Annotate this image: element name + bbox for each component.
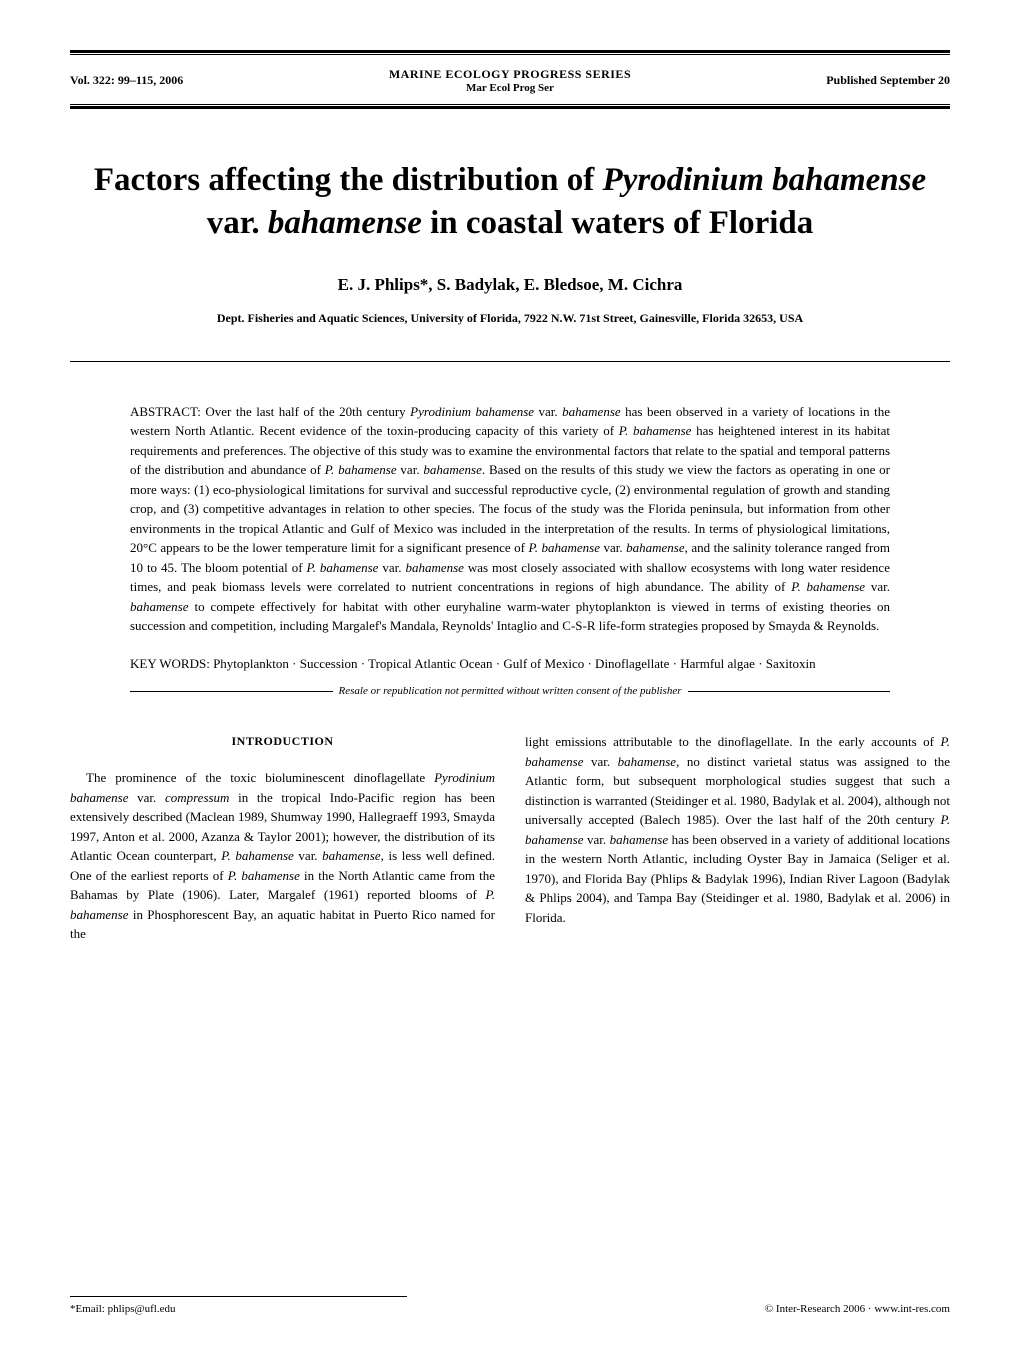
- article-title: Factors affecting the distribution of Py…: [70, 159, 950, 245]
- abs-t2: var.: [534, 404, 562, 419]
- br-t2: var.: [584, 754, 618, 769]
- intro-paragraph-left: The prominence of the toxic bioluminesce…: [70, 768, 495, 944]
- body-columns: INTRODUCTION The prominence of the toxic…: [70, 732, 950, 944]
- abs-e3: P. bahamense: [619, 423, 692, 438]
- br-t1: light emissions attributable to the dino…: [525, 734, 940, 749]
- header-rule-top-thick: [70, 50, 950, 53]
- journal-abbrev: Mar Ecol Prog Ser: [363, 82, 656, 94]
- copyright-notice: © Inter-Research 2006 · www.int-res.com: [765, 1303, 950, 1315]
- header-rule-bottom-thin: [70, 104, 950, 105]
- corresponding-email: *Email: phlips@ufl.edu: [70, 1303, 175, 1315]
- abs-t7: var.: [600, 540, 626, 555]
- journal-name: MARINE ECOLOGY PROGRESS SERIES: [363, 67, 656, 82]
- abs-t1: Over the last half of the 20th century: [205, 404, 410, 419]
- br-e2: bahamense: [618, 754, 677, 769]
- abs-e1: Pyrodinium bahamense: [410, 404, 534, 419]
- keywords-text: Phytoplankton · Succession · Tropical At…: [213, 656, 816, 671]
- bl-e5: P. bahamense: [228, 868, 300, 883]
- journal-title-block: MARINE ECOLOGY PROGRESS SERIES Mar Ecol …: [363, 67, 656, 94]
- abs-e9: bahamense: [405, 560, 464, 575]
- resale-line-right: [688, 691, 891, 692]
- introduction-heading: INTRODUCTION: [70, 732, 495, 750]
- body-left-column: INTRODUCTION The prominence of the toxic…: [70, 732, 495, 944]
- intro-paragraph-right: light emissions attributable to the dino…: [525, 732, 950, 927]
- abstract-block: ABSTRACT: Over the last half of the 20th…: [70, 402, 950, 674]
- body-right-column: light emissions attributable to the dino…: [525, 732, 950, 944]
- published-date: Published September 20: [657, 73, 950, 88]
- bl-t4: var.: [294, 848, 322, 863]
- header-rule-bottom-thick: [70, 106, 950, 109]
- abstract-rule-top: [70, 361, 950, 362]
- header-rule-top-thin: [70, 54, 950, 55]
- volume-info: Vol. 322: 99–115, 2006: [70, 73, 363, 88]
- page-footer: *Email: phlips@ufl.edu © Inter-Research …: [70, 1297, 950, 1315]
- resale-notice-row: Resale or republication not permitted wi…: [70, 685, 950, 697]
- abstract-text: ABSTRACT: Over the last half of the 20th…: [130, 402, 890, 636]
- bl-e3: P. bahamense: [221, 848, 294, 863]
- title-species-2: bahamense: [268, 205, 422, 241]
- title-text-2: var.: [207, 205, 268, 241]
- abs-t12: to compete effectively for habitat with …: [130, 599, 890, 634]
- bl-e4: bahamense: [322, 848, 381, 863]
- abs-e8: P. bahamense: [306, 560, 378, 575]
- abs-e5: bahamense: [423, 462, 482, 477]
- bl-e2: compressum: [165, 790, 230, 805]
- abs-e11: bahamense: [130, 599, 189, 614]
- bl-t1: The prominence of the toxic bioluminesce…: [86, 770, 434, 785]
- abs-t9: var.: [378, 560, 405, 575]
- abs-e4: P. bahamense: [325, 462, 397, 477]
- title-species-1: Pyrodinium bahamense: [603, 162, 927, 198]
- abs-e6: P. bahamense: [529, 540, 601, 555]
- abs-e7: bahamense: [626, 540, 685, 555]
- bl-t2: var.: [129, 790, 165, 805]
- title-text-3: in coastal waters of Florida: [422, 205, 813, 241]
- resale-line-left: [130, 691, 333, 692]
- keywords-label: KEY WORDS:: [130, 656, 213, 671]
- bl-t7: in Phosphorescent Bay, an aquatic habita…: [70, 907, 495, 942]
- journal-header-row: Vol. 322: 99–115, 2006 MARINE ECOLOGY PR…: [70, 63, 950, 98]
- br-t4: var.: [584, 832, 610, 847]
- br-e4: bahamense: [610, 832, 669, 847]
- abs-e10: P. bahamense: [791, 579, 865, 594]
- abstract-label: ABSTRACT:: [130, 404, 205, 419]
- affiliation: Dept. Fisheries and Aquatic Sciences, Un…: [70, 311, 950, 326]
- keywords: KEY WORDS: Phytoplankton · Succession · …: [130, 654, 890, 674]
- abs-e2: bahamense: [562, 404, 621, 419]
- authors-list: E. J. Phlips*, S. Badylak, E. Bledsoe, M…: [70, 275, 950, 295]
- title-text-1: Factors affecting the distribution of: [94, 162, 603, 198]
- abs-t11: var.: [865, 579, 890, 594]
- abs-t5: var.: [397, 462, 424, 477]
- resale-notice: Resale or republication not permitted wi…: [333, 685, 688, 697]
